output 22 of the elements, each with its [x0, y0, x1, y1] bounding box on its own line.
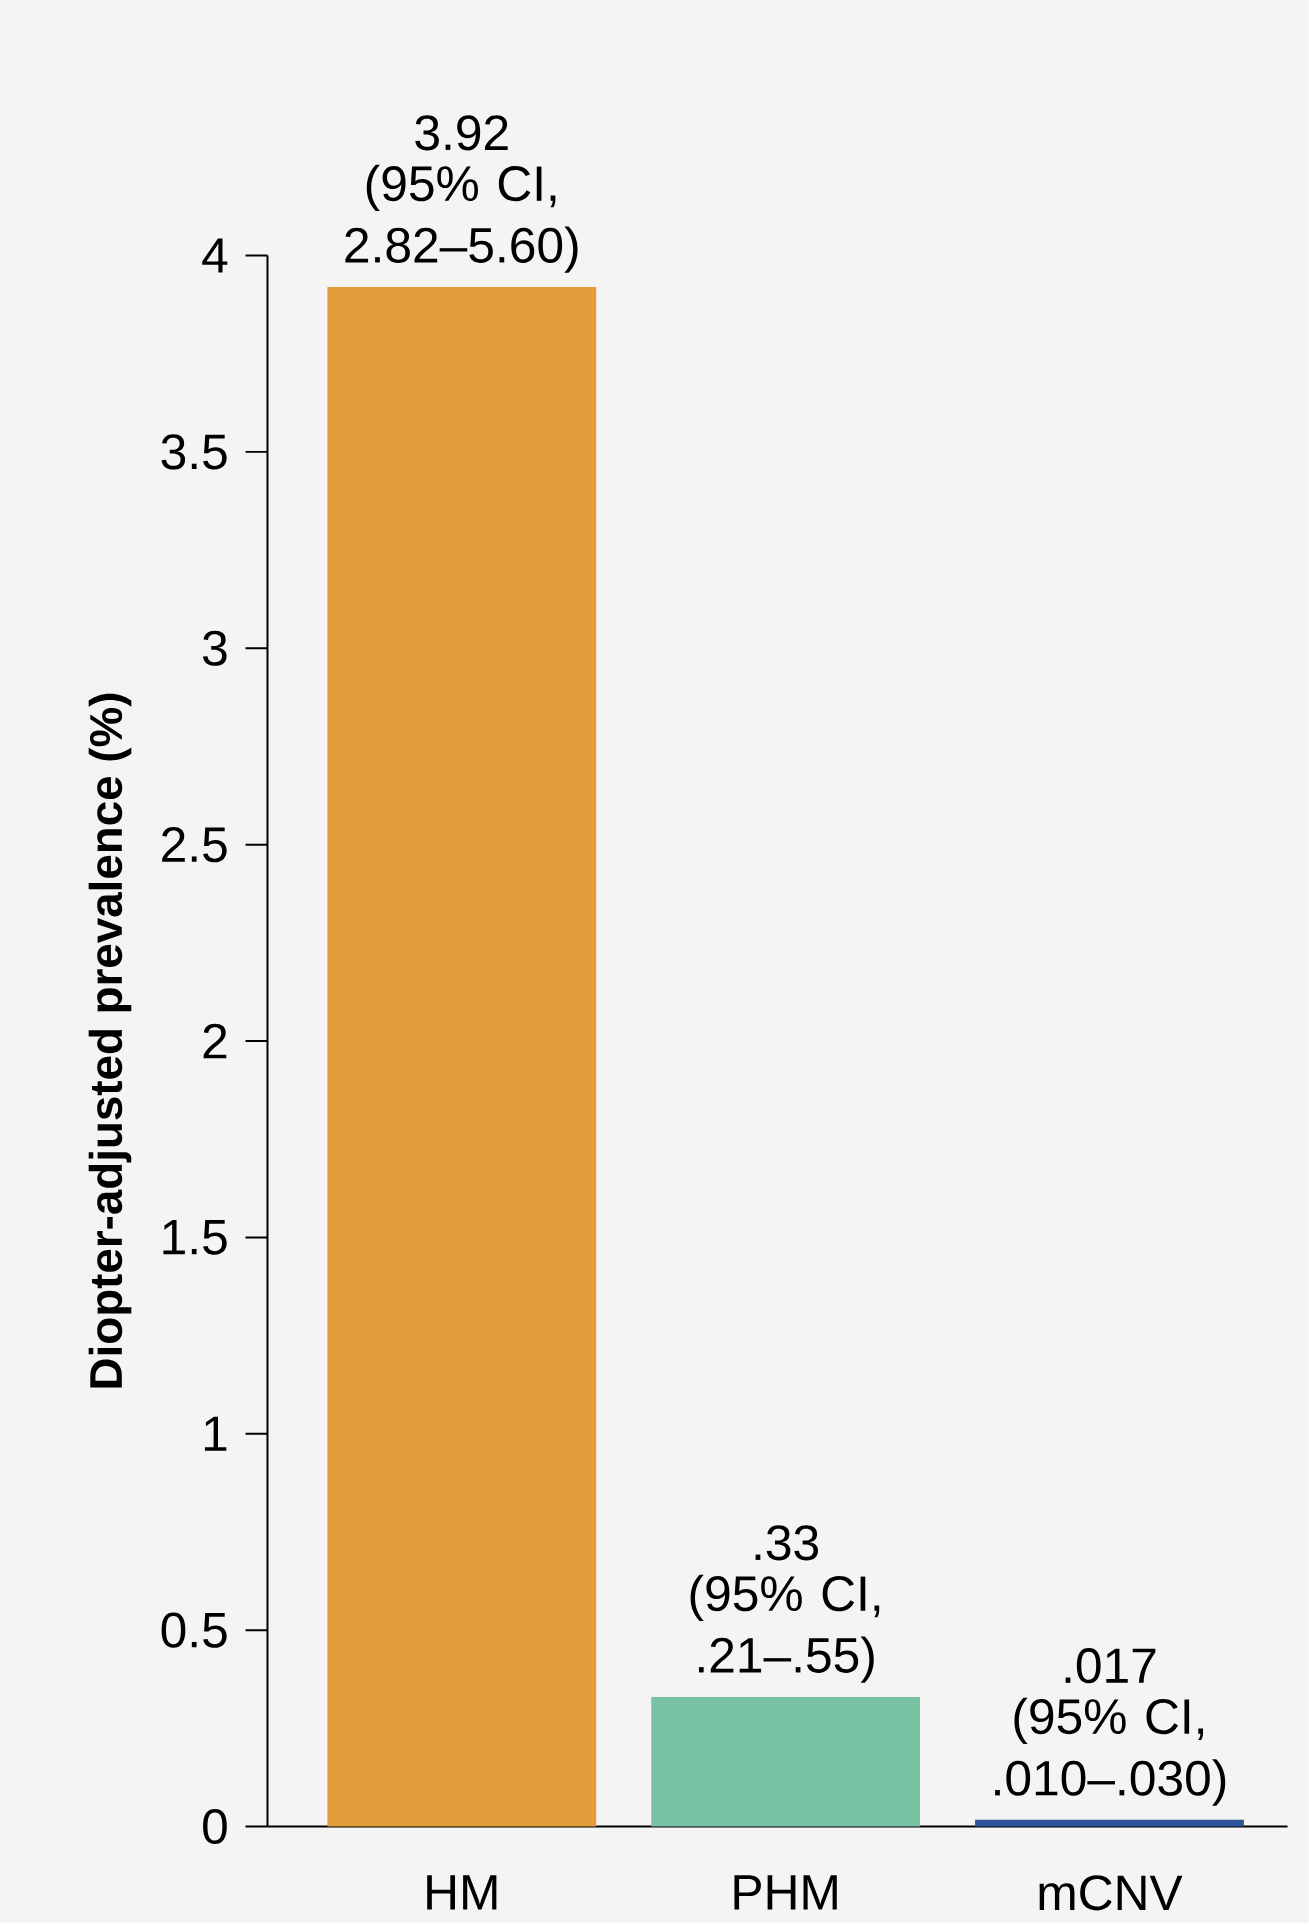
bar: [327, 286, 597, 1827]
data-label: .017: [1065, 1648, 1156, 1684]
x-tick-label: mCNV: [1039, 1875, 1183, 1911]
data-label: 3.92: [415, 115, 508, 151]
y-tick-label: 0.5: [161, 1612, 227, 1648]
y-axis-title: Diopter-adjusted prevalence (%): [88, 693, 132, 1388]
annotation: (95% CI, .010–.030): [995, 1697, 1226, 1806]
y-tick-label: 2.5: [162, 827, 227, 863]
y-tick-label: 1: [205, 1416, 227, 1451]
annotation: (95% CI, .21–.55): [690, 1574, 880, 1683]
data-label: .33: [755, 1525, 819, 1561]
x-tick-label: HM: [427, 1875, 497, 1910]
annotation: (95% CI, 2.82–5.60): [345, 164, 578, 273]
y-tick-label: 2: [203, 1023, 227, 1059]
y-tick-label: 0: [203, 1808, 228, 1845]
y-tick-label: 3.5: [161, 434, 227, 470]
bar: [651, 1696, 921, 1827]
x-tick-label: PHM: [734, 1875, 838, 1910]
bar: [975, 1819, 1245, 1827]
y-tick-label: 1.5: [163, 1220, 227, 1255]
y-tick-label: 4: [202, 238, 228, 273]
y-tick-label: 3: [203, 630, 227, 666]
